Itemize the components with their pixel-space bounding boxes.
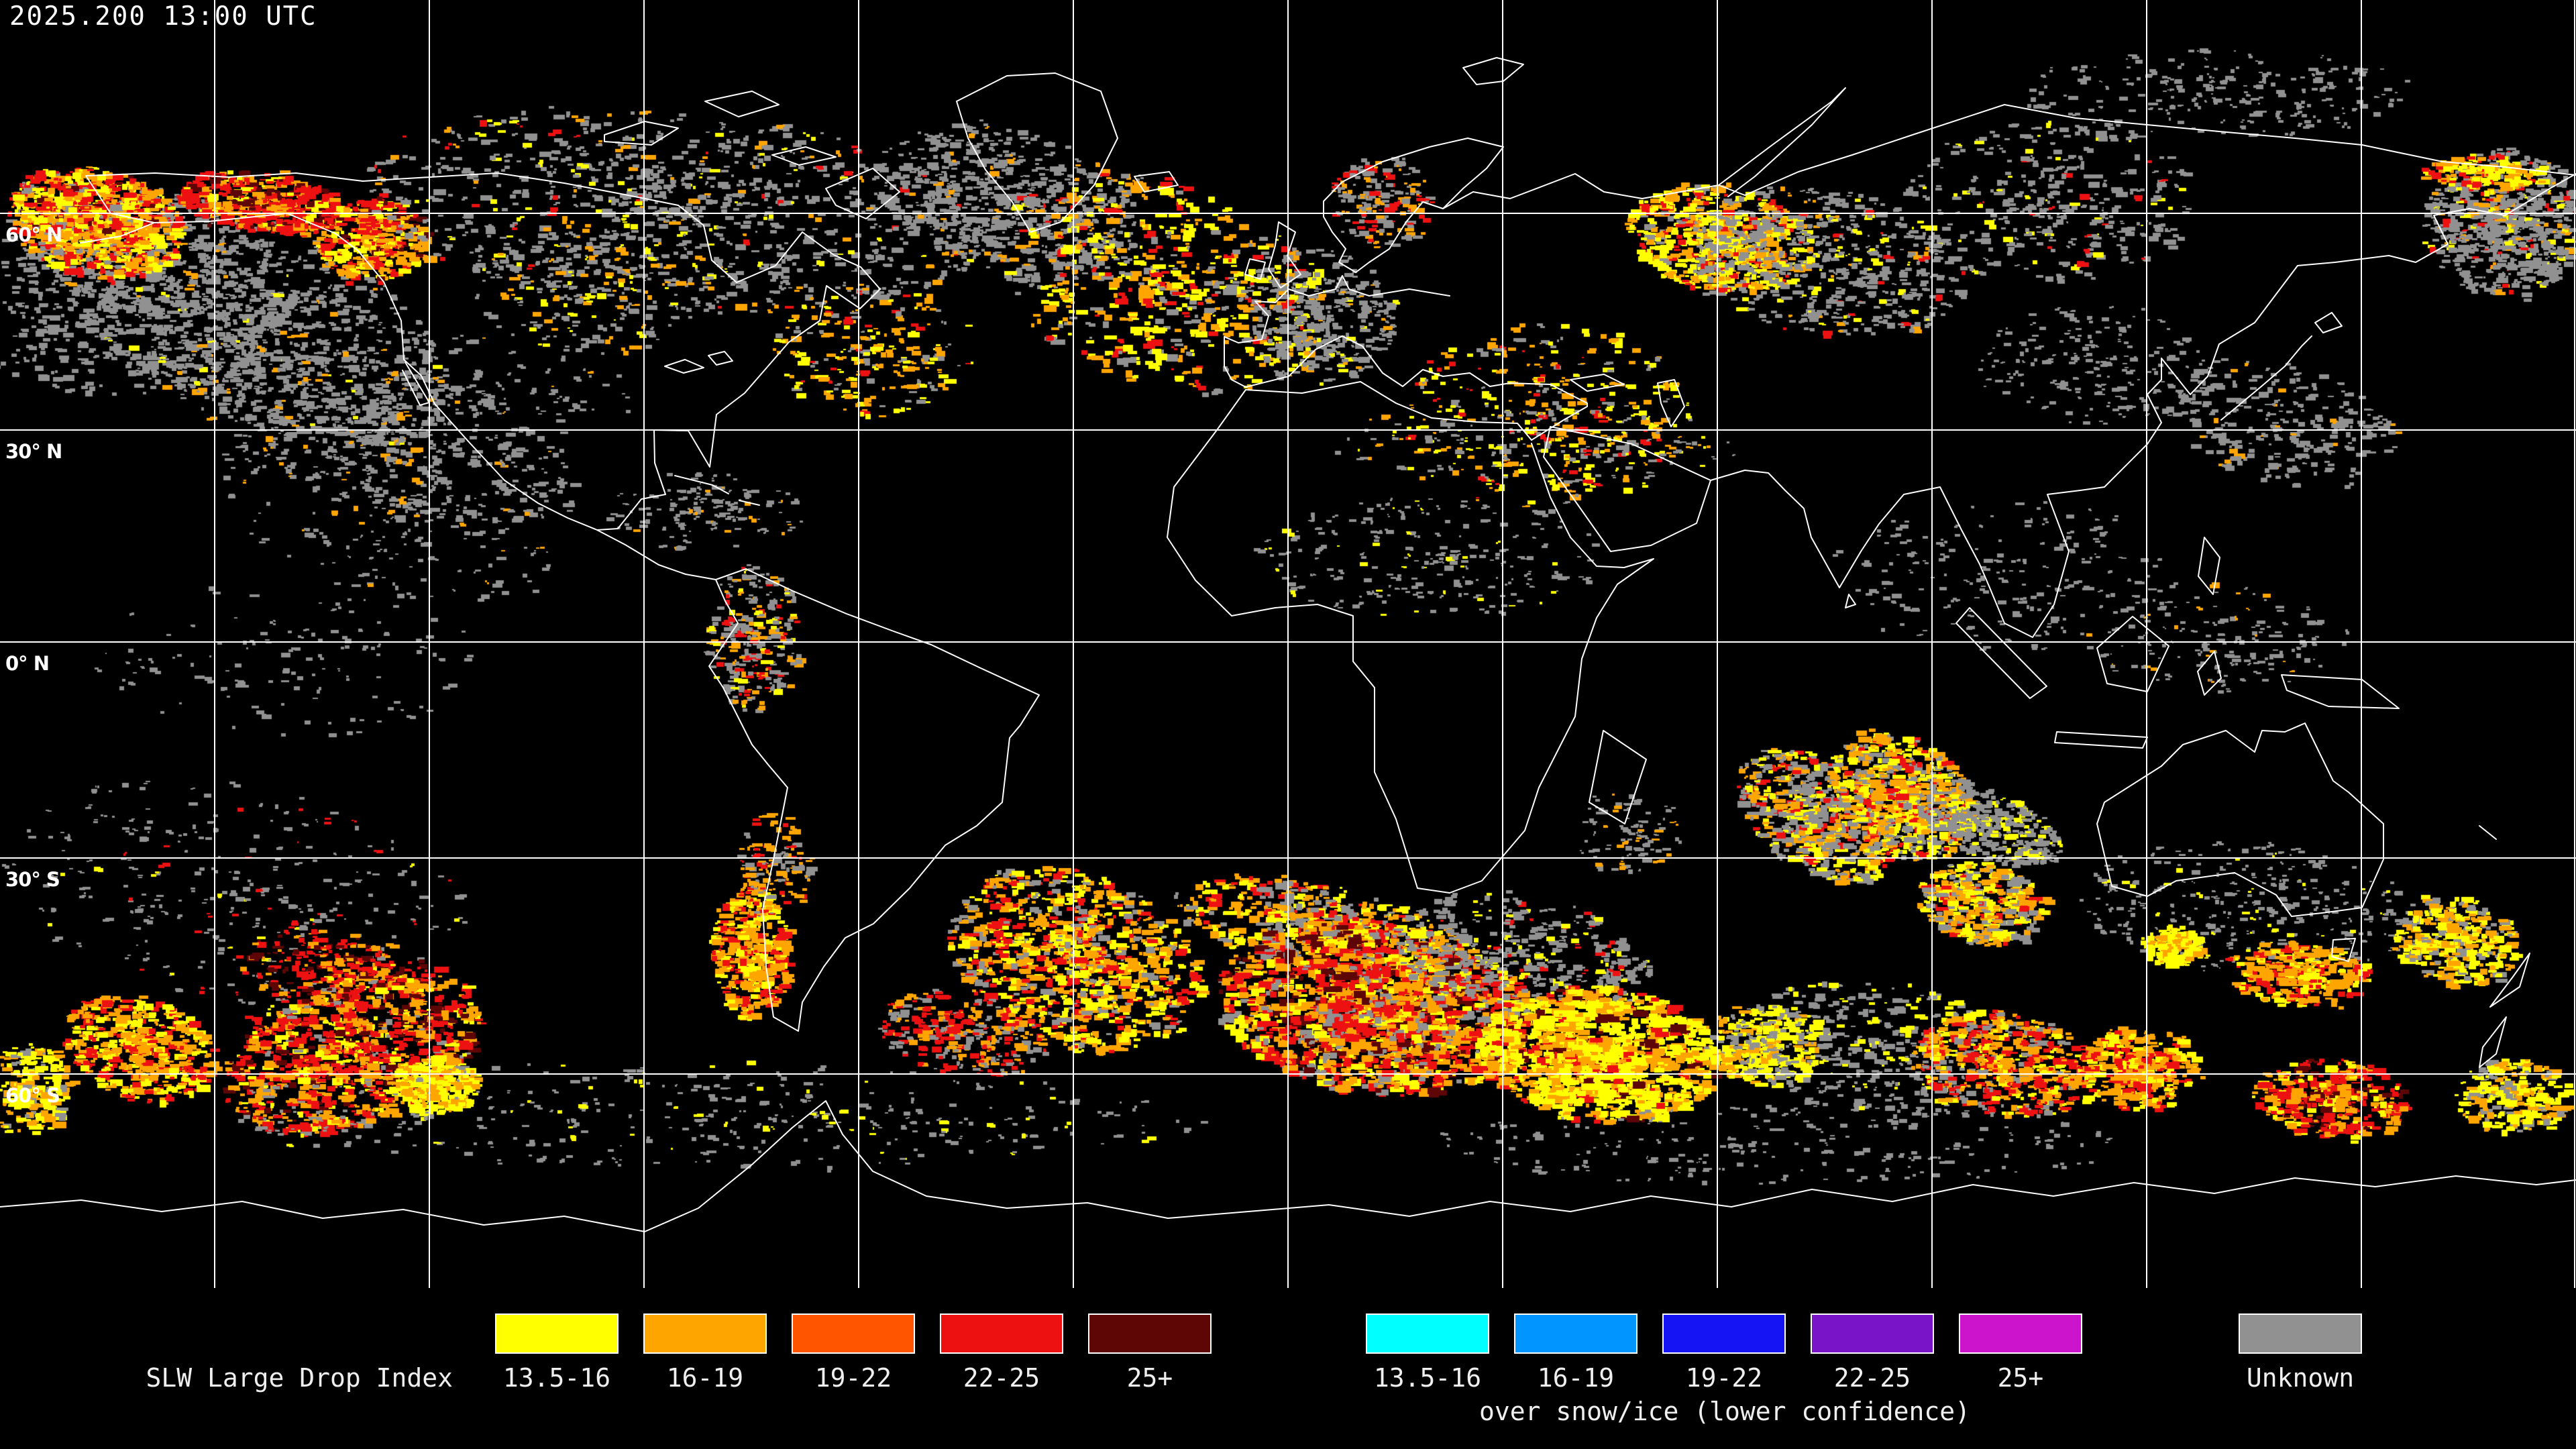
- coastline-black-sea: [1570, 374, 1625, 392]
- legend-swatch-slw-16-19: [643, 1313, 767, 1354]
- legend-snow-ice-caption: over snow/ice (lower confidence): [1479, 1397, 1971, 1426]
- coastline-tasmania: [2331, 938, 2356, 962]
- coastline-borneo: [2096, 616, 2169, 692]
- legend-swatch-slw-19-22: [792, 1313, 915, 1354]
- coastline-great-lakes: [664, 351, 733, 374]
- coastline-south-america: [708, 568, 1040, 1032]
- graticule: [0, 0, 2576, 1291]
- coastline-arabia: [1543, 426, 1711, 552]
- coastline-new-caledonia: [2479, 825, 2497, 840]
- legend-title: SLW Large Drop Index: [146, 1363, 453, 1393]
- coastline-australia: [2096, 722, 2384, 917]
- coastline-new-zealand: [2479, 953, 2530, 1068]
- legend-range-label: 16-19: [1537, 1363, 1615, 1393]
- coastline-antarctica: [0, 1100, 2576, 1232]
- legend-range-label: 13.5-16: [502, 1363, 611, 1393]
- coastline-sri-lanka: [1845, 594, 1856, 608]
- coastline-greenland: [956, 72, 1118, 233]
- coastline-novaya-zemlya: [1718, 87, 1846, 197]
- coastline-caribbean: [674, 475, 760, 506]
- legend-range-label: 22-25: [1833, 1363, 1911, 1393]
- legend-range-label: 19-22: [814, 1363, 892, 1393]
- coastline-iceland: [1134, 171, 1179, 193]
- legend-swatch-slw-25+: [1088, 1313, 1212, 1354]
- legend-range-label: Unknown: [2246, 1363, 2355, 1393]
- coastline-europe-west: [1224, 275, 1450, 388]
- legend-swatch-slw-13.5-16: [495, 1313, 619, 1354]
- latitude-labels: 60° N 30° N 0° N 30° S 60° S: [5, 223, 62, 1107]
- coastline-central-america: [596, 529, 716, 580]
- coastline-philippines: [2198, 537, 2220, 595]
- legend-swatch-unknown-Unknown: [2239, 1313, 2362, 1354]
- coastline-japan: [2220, 312, 2343, 421]
- coastlines: [0, 57, 2576, 1232]
- coastline-africa-north: [1245, 381, 1532, 441]
- legend-range-label: 16-19: [666, 1363, 744, 1393]
- legend-swatch-snowice-22-25: [1811, 1313, 1934, 1354]
- coastline-ireland: [1244, 258, 1266, 280]
- coastline-alaska-peninsula: [80, 222, 155, 244]
- legend-range-label: 25+: [1126, 1363, 1173, 1393]
- coastline-sulawesi: [2197, 651, 2222, 696]
- legend-range-label: 25+: [1997, 1363, 2044, 1393]
- legend-swatch-snowice-19-22: [1662, 1313, 1786, 1354]
- coastline-south-asia: [1710, 173, 2576, 638]
- coastline-britain: [1268, 221, 1301, 288]
- coastline-madagascar: [1589, 730, 1647, 824]
- coastline-baja: [402, 362, 430, 406]
- latitude-label: 30° N: [5, 440, 62, 463]
- coastline-new-guinea: [2281, 674, 2400, 709]
- timestamp: 2025.200 13:00 UTC: [9, 1, 317, 32]
- coastline-africa: [1167, 389, 1654, 894]
- legend-range-label: 22-25: [963, 1363, 1040, 1393]
- coastline-scandinavia: [1323, 138, 1504, 273]
- latitude-label: 60° S: [5, 1084, 60, 1107]
- legend-swatch-slw-22-25: [940, 1313, 1063, 1354]
- coastline-java: [2054, 731, 2148, 749]
- latitude-label: 60° N: [5, 223, 62, 246]
- coastline-svalbard: [1462, 57, 1524, 85]
- coastline-caspian-sea: [1657, 379, 1685, 427]
- coastline-sumatra: [1955, 607, 2047, 699]
- coastline-canadian-arctic-islands: [604, 91, 900, 219]
- coastline-north-america: [85, 172, 881, 531]
- legend: SLW Large Drop Index over snow/ice (lowe…: [0, 1288, 2576, 1449]
- legend-swatch-snowice-13.5-16: [1366, 1313, 1489, 1354]
- legend-range-label: 19-22: [1685, 1363, 1763, 1393]
- latitude-label: 30° S: [5, 868, 60, 891]
- legend-swatch-snowice-25+: [1959, 1313, 2082, 1354]
- latitude-label: 0° N: [5, 652, 49, 675]
- coastline-mediterranean-north: [1245, 335, 1588, 441]
- legend-swatch-snowice-16-19: [1514, 1313, 1638, 1354]
- legend-range-label: 13.5-16: [1373, 1363, 1482, 1393]
- coastline-eurasia-arctic: [1442, 104, 2576, 209]
